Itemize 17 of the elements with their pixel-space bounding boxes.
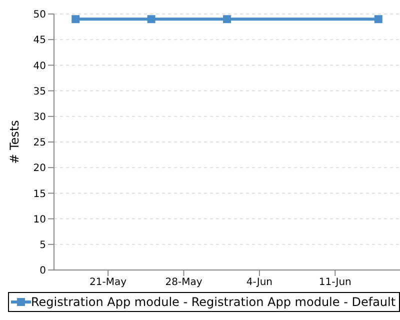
y-tick-label: 30 <box>33 112 46 123</box>
x-tick-label: 28-May <box>165 277 202 288</box>
y-tick-label: 45 <box>33 35 46 46</box>
y-tick-label: 50 <box>33 10 46 21</box>
x-tick-label: 21-May <box>90 277 127 288</box>
x-tick-label: 11-Jun <box>318 277 352 288</box>
y-tick-label: 25 <box>33 138 46 149</box>
y-tick-label: 20 <box>33 163 46 174</box>
y-tick-label: 35 <box>33 86 46 98</box>
x-tick-label: 4-Jun <box>246 277 273 288</box>
y-tick-label: 40 <box>33 60 46 72</box>
y-tick-label: 10 <box>33 214 46 226</box>
legend-label: Registration App module - Registration App module - Default <box>31 295 396 309</box>
y-tick-label: 15 <box>33 188 46 200</box>
y-axis-title: # Tests <box>7 120 22 164</box>
y-tick-label: 5 <box>40 240 46 251</box>
y-tick-label: 0 <box>40 266 46 277</box>
